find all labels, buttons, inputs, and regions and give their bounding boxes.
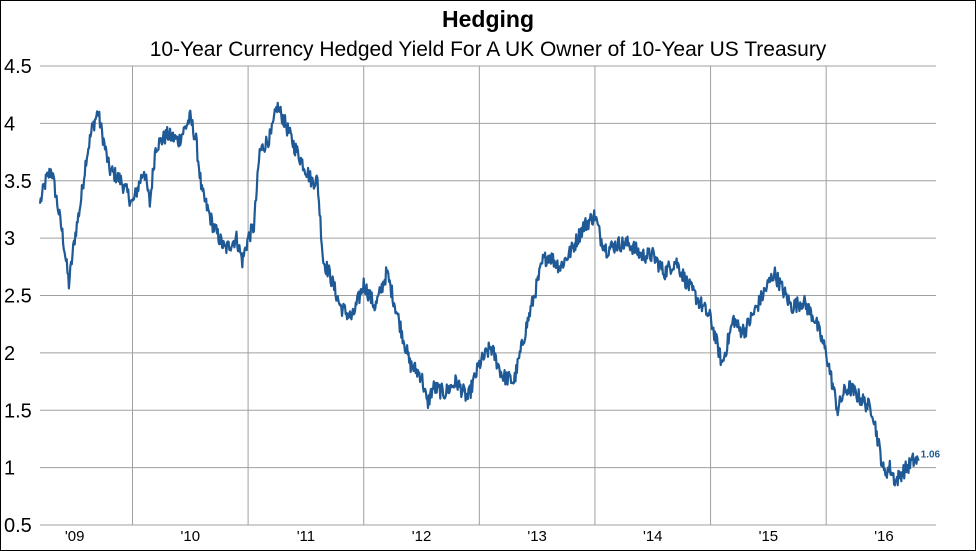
y-tick-label: 2 bbox=[4, 343, 15, 365]
y-tick-label: 1 bbox=[4, 458, 15, 480]
x-tick-label: '09 bbox=[65, 528, 85, 545]
y-tick-label: 4 bbox=[4, 113, 15, 135]
y-tick-label: 0.5 bbox=[4, 515, 32, 537]
series-layer bbox=[38, 101, 920, 487]
y-tick-label: 4.5 bbox=[4, 56, 32, 78]
y-tick-label: 1.5 bbox=[4, 400, 32, 422]
x-tick-label: '14 bbox=[643, 528, 663, 545]
x-tick-label: '15 bbox=[759, 528, 779, 545]
y-tick-label: 3.5 bbox=[4, 171, 32, 193]
last-value-label: 1.06 bbox=[921, 450, 941, 461]
chart-subtitle: 10-Year Currency Hedged Yield For A UK O… bbox=[149, 38, 827, 61]
x-tick-label: '11 bbox=[297, 528, 315, 545]
x-tick-label: '13 bbox=[527, 528, 547, 545]
y-tick-label: 3 bbox=[4, 228, 15, 250]
x-tick-label: '12 bbox=[412, 528, 432, 545]
x-tick-label: '10 bbox=[181, 528, 201, 545]
series-line bbox=[38, 101, 920, 487]
y-tick-label: 2.5 bbox=[4, 286, 32, 308]
x-tick-label: '16 bbox=[874, 528, 894, 545]
chart-title: Hedging bbox=[442, 6, 534, 32]
axis-ticks: 0.5 1 1.5 2 2.5 3 3.5 4 4.5 '09 '10 '11 '12 '13 '14 '15… bbox=[4, 56, 894, 545]
